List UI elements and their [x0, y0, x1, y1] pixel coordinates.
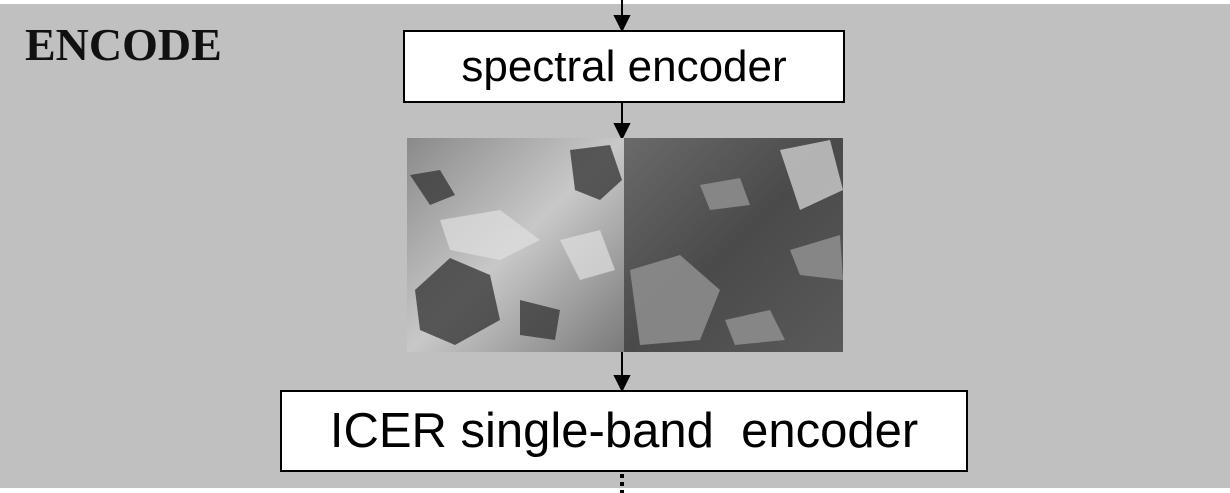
image: [407, 138, 843, 352]
process-box: ICER single-band encoder: [280, 390, 968, 472]
arrow-head: [615, 16, 629, 30]
arrow-head: [615, 124, 629, 138]
arrow-head: [615, 376, 629, 390]
section-title: ENCODE: [25, 18, 222, 71]
process-box: spectral encoder: [403, 30, 845, 103]
diagram: ENCODE spectral encoder ICER single-band…: [0, 0, 1230, 493]
